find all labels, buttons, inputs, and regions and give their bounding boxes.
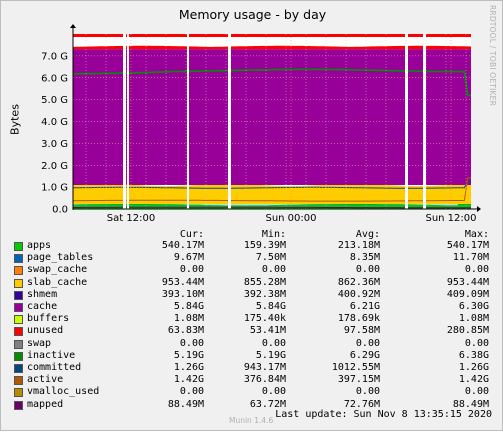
y-tick-label: 0.0 — [52, 205, 68, 216]
y-tick-label: 4.0 G — [41, 117, 68, 128]
x-tick-label: Sun 12:00 — [425, 213, 476, 224]
last-update-value: Sun Nov 8 13:35:15 2020 — [354, 409, 492, 420]
y-tick-label: 1.0 G — [41, 183, 68, 194]
y-tick-label: 2.0 G — [41, 161, 68, 172]
x-axis-arrow — [477, 206, 481, 212]
x-tick-label: Sat 12:00 — [107, 213, 155, 224]
last-update: Last update: Sun Nov 8 13:35:15 2020 — [275, 409, 492, 420]
munin-brand: Munin 1.4.6 — [229, 416, 273, 425]
area-unused — [73, 46, 471, 49]
y-tick-label: 6.0 G — [41, 73, 68, 84]
y-axis-arrow — [70, 24, 76, 28]
y-tick-label: 3.0 G — [41, 139, 68, 150]
y-tick-label: 7.0 G — [41, 51, 68, 62]
y-tick-label: 5.0 G — [41, 95, 68, 106]
x-tick-label: Sun 00:00 — [265, 213, 316, 224]
area-unused-top — [73, 34, 471, 37]
last-update-label: Last update: — [275, 409, 347, 420]
